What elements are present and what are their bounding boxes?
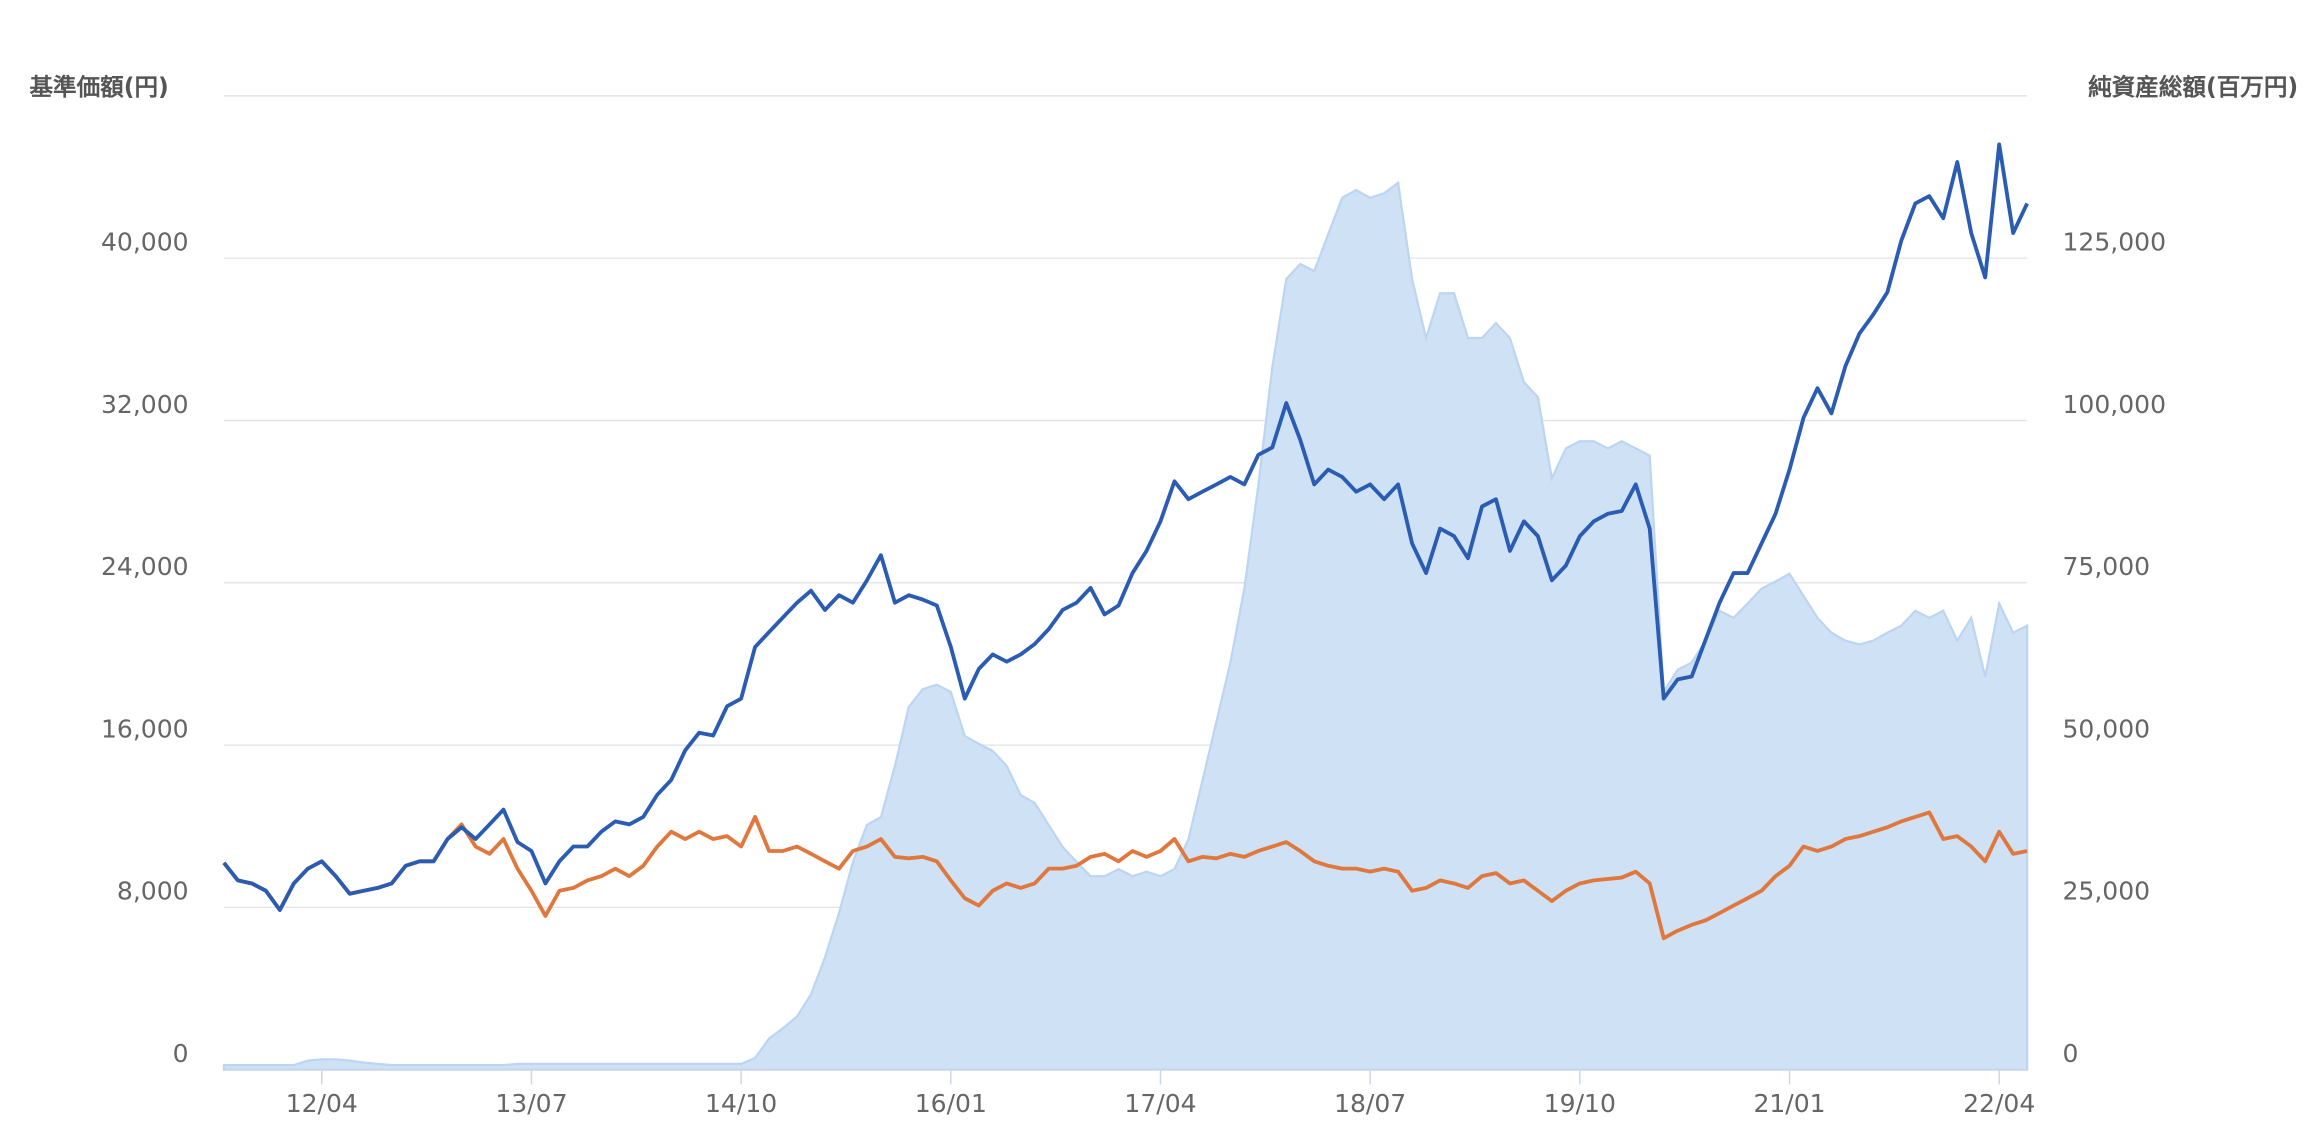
x-tick-label: 14/10 <box>705 1089 777 1118</box>
x-tick-label: 19/10 <box>1544 1089 1616 1118</box>
y-tick-label: 24,000 <box>101 552 189 581</box>
y2-axis-title: 純資産総額(百万円) <box>2088 73 2298 101</box>
y2-tick-label: 50,000 <box>2063 714 2151 743</box>
y2-tick-label: 125,000 <box>2063 227 2167 256</box>
y2-tick-label: 0 <box>2063 1039 2079 1068</box>
y-axis-title: 基準価額(円) <box>29 73 168 101</box>
x-tick-label: 13/07 <box>495 1089 567 1118</box>
y-tick-label: 8,000 <box>117 877 189 906</box>
y-tick-label: 40,000 <box>101 227 189 256</box>
y2-tick-label: 25,000 <box>2063 877 2151 906</box>
x-tick-label: 21/01 <box>1753 1089 1825 1118</box>
line <box>222 142 2029 912</box>
area <box>222 180 2029 1071</box>
y-tick-label: 0 <box>173 1039 189 1068</box>
x-tick-label: 17/04 <box>1124 1089 1196 1118</box>
y-tick-label: 32,000 <box>101 390 189 419</box>
y2-tick-label: 75,000 <box>2063 552 2151 581</box>
x-tick-label: 12/04 <box>286 1089 358 1118</box>
y2-tick-label: 100,000 <box>2063 390 2167 419</box>
x-tick-label: 22/04 <box>1963 1089 2035 1118</box>
y-tick-label: 16,000 <box>101 714 189 743</box>
x-tick-label: 18/07 <box>1334 1089 1406 1118</box>
x-tick-label: 16/01 <box>915 1089 987 1118</box>
line <box>222 810 2028 941</box>
